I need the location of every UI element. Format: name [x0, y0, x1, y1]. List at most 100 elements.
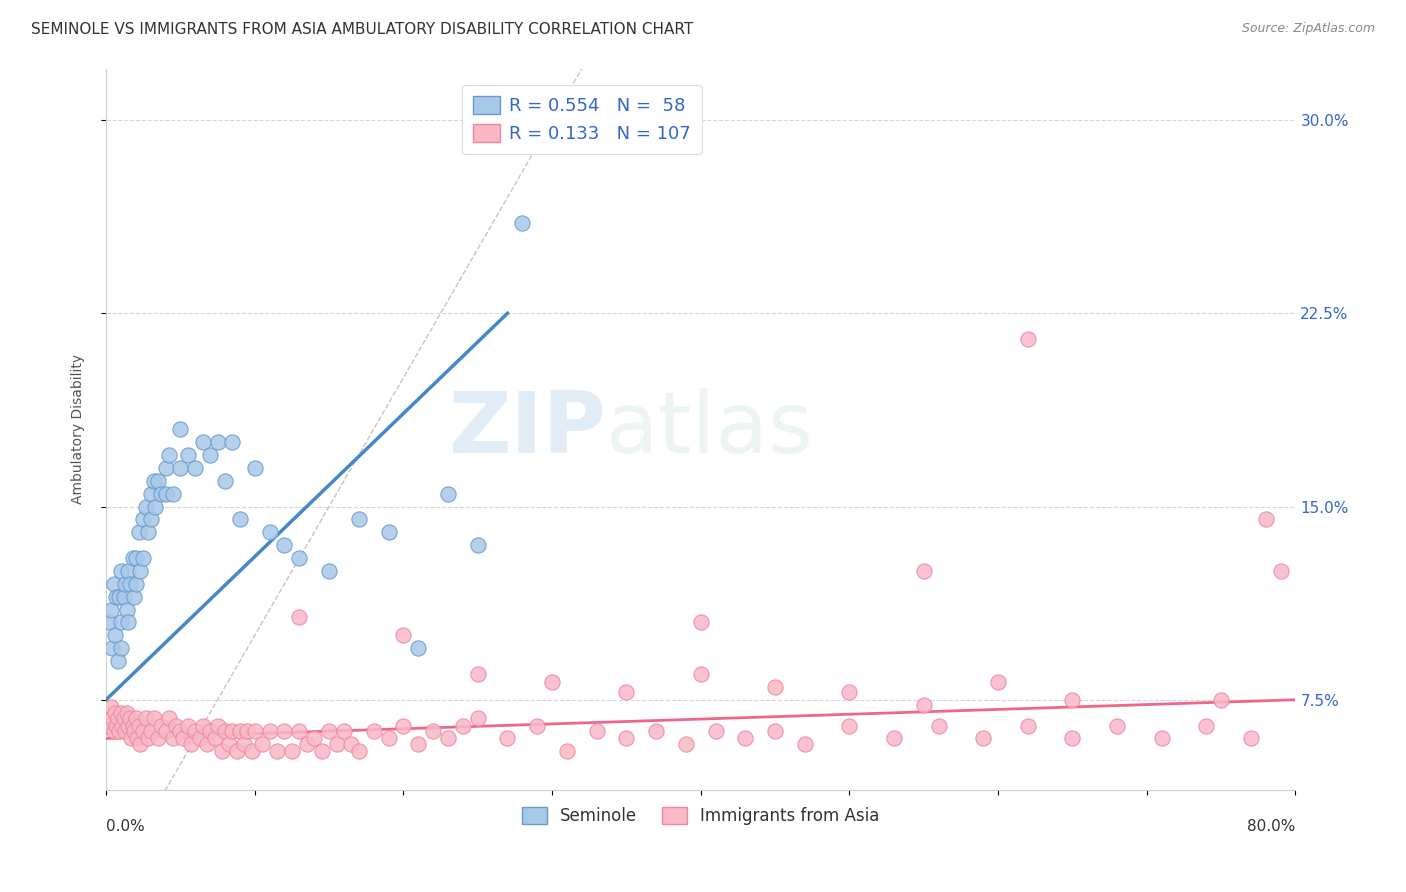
- Point: [377, 525, 399, 540]
- Point: [169, 723, 191, 738]
- Point: [221, 723, 243, 738]
- Point: [142, 711, 165, 725]
- Point: [110, 641, 132, 656]
- Point: [110, 615, 132, 630]
- Point: [155, 486, 177, 500]
- Point: [689, 667, 711, 681]
- Point: [1105, 718, 1128, 732]
- Point: [437, 486, 460, 500]
- Point: [288, 610, 311, 624]
- Point: [467, 667, 489, 681]
- Point: [146, 731, 169, 746]
- Point: [204, 731, 226, 746]
- Point: [987, 674, 1010, 689]
- Point: [451, 718, 474, 732]
- Point: [243, 461, 266, 475]
- Point: [793, 737, 815, 751]
- Point: [616, 731, 638, 746]
- Text: 80.0%: 80.0%: [1247, 819, 1295, 834]
- Point: [229, 723, 252, 738]
- Point: [172, 731, 194, 746]
- Point: [1062, 731, 1084, 746]
- Point: [120, 731, 142, 746]
- Point: [103, 723, 125, 738]
- Point: [675, 737, 697, 751]
- Point: [288, 551, 311, 566]
- Text: 0.0%: 0.0%: [105, 819, 145, 834]
- Point: [103, 576, 125, 591]
- Point: [191, 435, 214, 450]
- Point: [207, 435, 229, 450]
- Point: [763, 723, 786, 738]
- Point: [142, 474, 165, 488]
- Point: [1017, 718, 1039, 732]
- Point: [555, 744, 578, 758]
- Point: [616, 685, 638, 699]
- Point: [273, 723, 295, 738]
- Point: [115, 602, 138, 616]
- Point: [333, 723, 356, 738]
- Point: [124, 723, 146, 738]
- Point: [1150, 731, 1173, 746]
- Point: [191, 718, 214, 732]
- Point: [214, 723, 236, 738]
- Point: [108, 723, 131, 738]
- Point: [883, 731, 905, 746]
- Legend: Seminole, Immigrants from Asia: Seminole, Immigrants from Asia: [515, 801, 887, 832]
- Point: [104, 706, 127, 720]
- Point: [105, 718, 128, 732]
- Point: [1240, 731, 1263, 746]
- Point: [129, 737, 152, 751]
- Point: [162, 731, 184, 746]
- Point: [128, 525, 150, 540]
- Point: [1195, 718, 1218, 732]
- Point: [101, 641, 124, 656]
- Point: [180, 737, 202, 751]
- Point: [110, 564, 132, 578]
- Point: [363, 723, 385, 738]
- Point: [1017, 332, 1039, 346]
- Point: [114, 723, 136, 738]
- Point: [347, 512, 370, 526]
- Point: [259, 723, 281, 738]
- Point: [157, 448, 180, 462]
- Point: [105, 590, 128, 604]
- Point: [135, 711, 157, 725]
- Point: [139, 486, 162, 500]
- Point: [1254, 512, 1277, 526]
- Point: [139, 512, 162, 526]
- Point: [236, 723, 259, 738]
- Point: [325, 737, 347, 751]
- Text: ZIP: ZIP: [449, 388, 606, 471]
- Point: [266, 744, 288, 758]
- Point: [734, 731, 756, 746]
- Point: [526, 718, 548, 732]
- Point: [155, 461, 177, 475]
- Point: [169, 461, 191, 475]
- Point: [107, 654, 129, 668]
- Point: [392, 628, 415, 642]
- Point: [763, 680, 786, 694]
- Point: [162, 486, 184, 500]
- Point: [243, 723, 266, 738]
- Point: [437, 731, 460, 746]
- Point: [114, 576, 136, 591]
- Point: [195, 737, 218, 751]
- Point: [139, 723, 162, 738]
- Point: [100, 700, 122, 714]
- Point: [912, 698, 935, 712]
- Point: [132, 512, 155, 526]
- Point: [689, 615, 711, 630]
- Point: [281, 744, 304, 758]
- Point: [1211, 692, 1233, 706]
- Point: [118, 576, 141, 591]
- Point: [198, 448, 221, 462]
- Point: [838, 685, 860, 699]
- Text: SEMINOLE VS IMMIGRANTS FROM ASIA AMBULATORY DISABILITY CORRELATION CHART: SEMINOLE VS IMMIGRANTS FROM ASIA AMBULAT…: [31, 22, 693, 37]
- Point: [250, 737, 273, 751]
- Point: [496, 731, 519, 746]
- Point: [155, 723, 177, 738]
- Text: Source: ZipAtlas.com: Source: ZipAtlas.com: [1241, 22, 1375, 36]
- Point: [1270, 564, 1292, 578]
- Point: [117, 564, 139, 578]
